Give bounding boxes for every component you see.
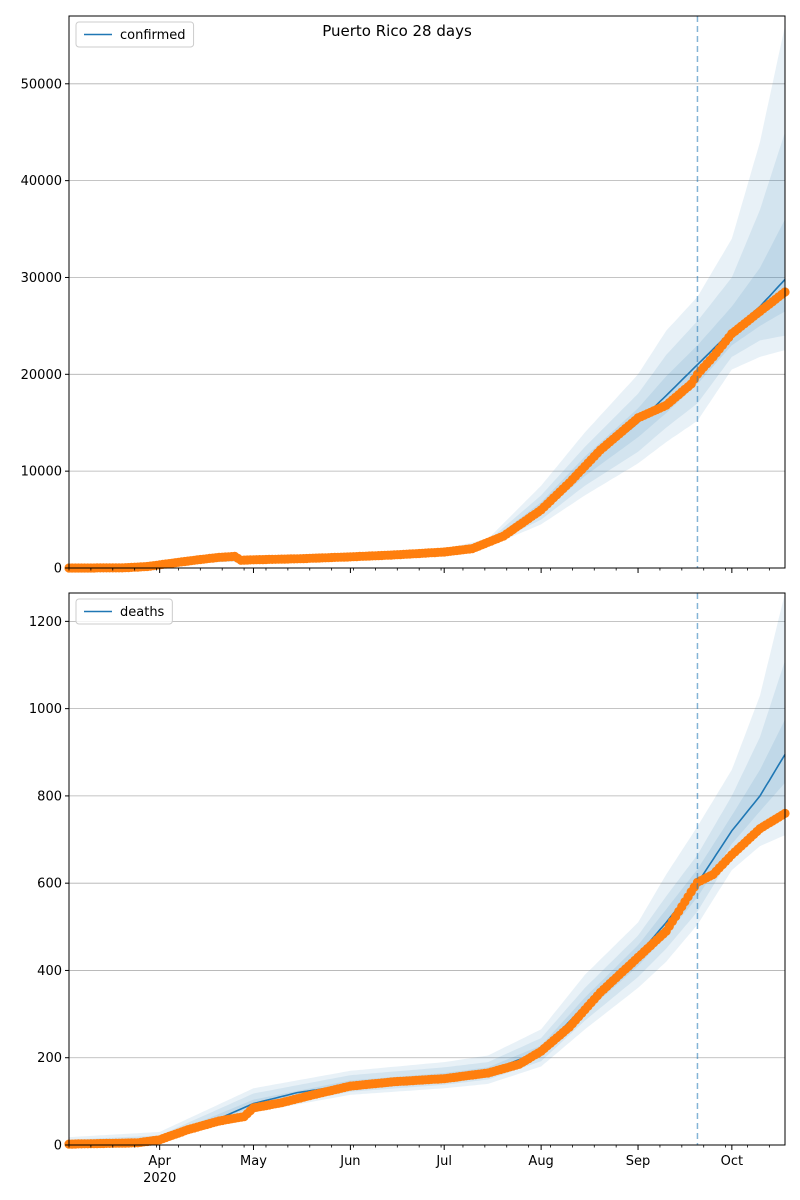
legend-label: confirmed [120, 28, 186, 43]
y-tick-label: 600 [37, 877, 62, 892]
x-tick-label: Sep [626, 1154, 651, 1169]
legend-label: deaths [120, 605, 165, 620]
legend: confirmed [75, 21, 195, 48]
y-tick-label: 40000 [21, 174, 62, 189]
y-tick-label: 800 [37, 789, 62, 804]
y-tick-label: 50000 [21, 77, 62, 92]
y-tick-label: 30000 [21, 271, 62, 286]
axes-frame [68, 592, 786, 1146]
legend: deaths [75, 598, 173, 625]
x-tick-label: Jul [435, 1154, 452, 1169]
x-tick-label: May [240, 1154, 267, 1169]
figure-title: Puerto Rico 28 days [322, 22, 472, 40]
uncertainty-band [69, 25, 785, 568]
uncertainty-band [69, 132, 785, 568]
y-tick-label: 1000 [29, 702, 62, 717]
confirmed-panel: 0 10000 20000 30000 40000 50000 confirmed [21, 15, 790, 577]
y-tick-label: 0 [54, 562, 62, 577]
x-tick-label: Aug [528, 1154, 553, 1169]
legend-box [75, 21, 195, 48]
deaths-panel: 0 200 400 600 800 1000 1200 Apr May Jun Jul Aug Sep O… [29, 592, 790, 1186]
x-year-label: 2020 [143, 1171, 176, 1186]
y-tick-label: 10000 [21, 465, 62, 480]
y-tick-label: 200 [37, 1051, 62, 1066]
y-tick-label: 1200 [29, 615, 62, 630]
legend-box [75, 598, 173, 625]
axes-frame [68, 15, 786, 569]
x-tick-label: Oct [721, 1154, 743, 1169]
y-tick-label: 400 [37, 964, 62, 979]
x-tick-label: Jun [339, 1154, 360, 1169]
y-tick-label: 20000 [21, 368, 62, 383]
uncertainty-band [69, 593, 785, 1145]
x-tick-label: Apr [148, 1154, 171, 1169]
y-tick-label: 0 [54, 1139, 62, 1154]
